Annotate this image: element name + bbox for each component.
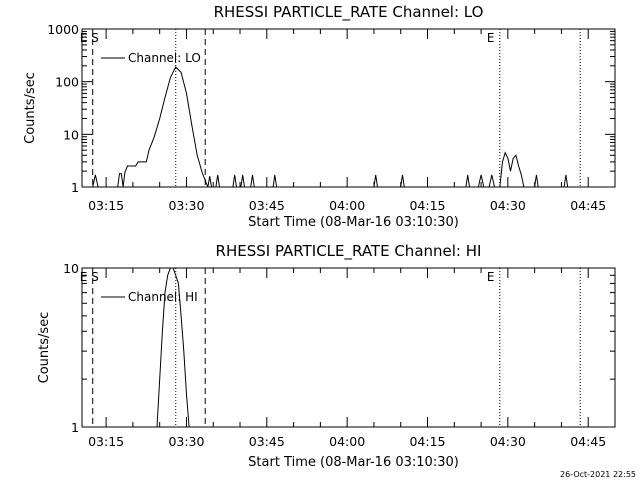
x-tick-label: 04:00 — [329, 434, 365, 449]
y-tick-label: 10 — [63, 127, 79, 142]
marker-flag-label: E — [487, 31, 495, 45]
y-tick-label: 100 — [55, 75, 79, 90]
chart-title: RHESSI PARTICLE_RATE Channel: HI — [216, 242, 482, 261]
x-tick-label: 04:15 — [409, 198, 445, 213]
x-tick-label: 03:15 — [88, 198, 124, 213]
plot-frame — [81, 267, 616, 428]
x-tick-label: 04:45 — [570, 198, 606, 213]
y-axis-label: Counts/sec — [23, 72, 38, 144]
marker-flag-label: E — [487, 270, 495, 284]
y-tick-label: 1 — [71, 180, 79, 195]
x-tick-label: 03:30 — [168, 434, 204, 449]
x-axis-label: Start Time (08-Mar-16 03:10:30) — [248, 455, 459, 470]
x-tick-label: 04:30 — [490, 434, 526, 449]
marker-flag-label: E S — [80, 31, 99, 45]
series-line-channel-hi — [156, 268, 190, 427]
marker-flag-label: E S — [80, 270, 99, 284]
legend-label: Channel: HI — [128, 290, 198, 304]
x-axis-label: Start Time (08-Mar-16 03:10:30) — [248, 215, 459, 230]
x-tick-label: 04:30 — [490, 198, 526, 213]
x-tick-label: 03:45 — [249, 434, 285, 449]
series-line-channel-lo — [92, 66, 569, 187]
y-tick-label: 1000 — [47, 22, 79, 37]
legend-label: Channel: LO — [128, 51, 201, 65]
x-tick-label: 03:45 — [249, 198, 285, 213]
plot-timestamp: 26-Oct-2021 22:55 — [560, 470, 636, 479]
x-tick-label: 04:45 — [570, 434, 606, 449]
chart-title: RHESSI PARTICLE_RATE Channel: LO — [214, 3, 484, 22]
x-tick-label: 04:00 — [329, 198, 365, 213]
y-axis-label: Counts/sec — [37, 312, 52, 384]
y-tick-label: 1 — [71, 420, 79, 435]
y-tick-label: 10 — [63, 261, 79, 276]
x-tick-label: 03:30 — [168, 198, 204, 213]
x-tick-label: 04:15 — [409, 434, 445, 449]
x-tick-label: 03:15 — [88, 434, 124, 449]
